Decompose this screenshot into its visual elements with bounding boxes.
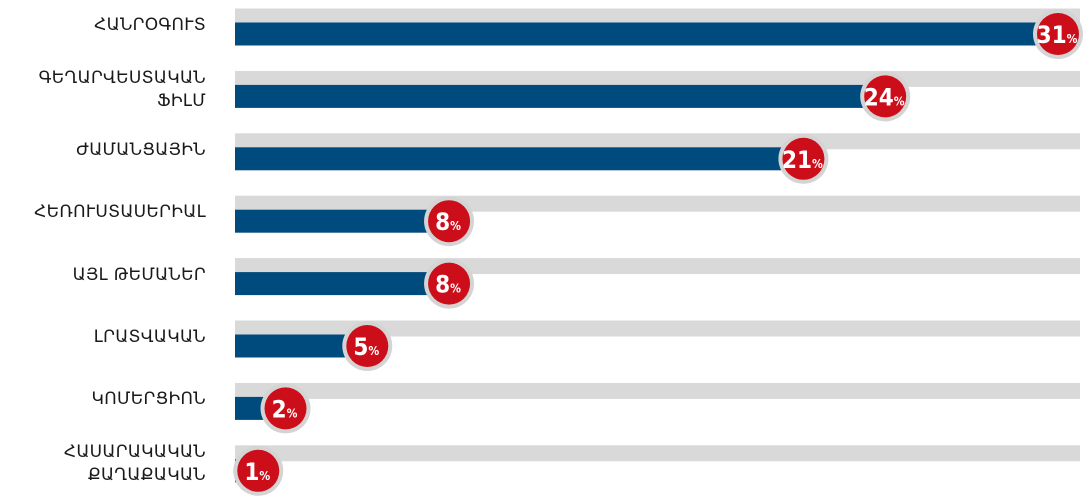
category-label: ՀԱՍԱՐԱԿԱԿԱՆ ՔԱՂԱՔԱԿԱՆ — [63, 442, 206, 486]
data-label: 8% — [435, 208, 461, 236]
bar — [235, 147, 804, 171]
bar-track — [235, 320, 1080, 337]
category-label: ՀԱՆՐՕԳՈՒՏ — [94, 15, 206, 35]
data-label: 5% — [353, 333, 379, 361]
bar — [235, 22, 1076, 46]
value-badge — [864, 75, 907, 118]
data-label: 2% — [272, 395, 298, 423]
bar — [235, 84, 886, 108]
bar-track — [235, 382, 1080, 399]
value-badge — [346, 325, 389, 367]
value-badge — [237, 449, 280, 492]
value-badge — [1037, 13, 1079, 55]
data-label: 24% — [864, 83, 905, 111]
data-label: 1% — [244, 458, 270, 486]
bar — [235, 209, 450, 233]
bar-track — [235, 70, 1080, 87]
category-label: ԼՐԱՏՎԱԿԱՆ — [93, 327, 206, 347]
bar-track — [235, 445, 1080, 462]
category-label: ԳԵՂԱՐՎԵՍՏԱԿԱՆ ՖԻԼՄ — [38, 67, 206, 111]
value-badge — [428, 262, 471, 305]
category-label: ՀԵՌՈՒՍՏԱՍԵՐԻԱԼ — [34, 202, 206, 223]
bar — [235, 272, 450, 296]
category-label: ԱՅԼ ԹԵՄԱՆԵՐ — [72, 264, 206, 285]
bar-track — [235, 8, 1080, 25]
bar — [235, 334, 368, 358]
bar-track — [235, 258, 1080, 275]
value-badge — [428, 200, 471, 243]
data-label: 31% — [1037, 21, 1078, 49]
category-label: ԺԱՄԱՆՑԱՅԻՆ — [76, 139, 206, 160]
value-badge — [264, 387, 307, 430]
category-label: ԿՈՄԵՐՑԻՈՆ — [91, 389, 206, 410]
value-badge — [782, 137, 825, 180]
data-label: 8% — [435, 271, 461, 299]
bar-track — [235, 133, 1080, 150]
data-label: 21% — [782, 146, 823, 174]
bar-track — [235, 195, 1080, 212]
